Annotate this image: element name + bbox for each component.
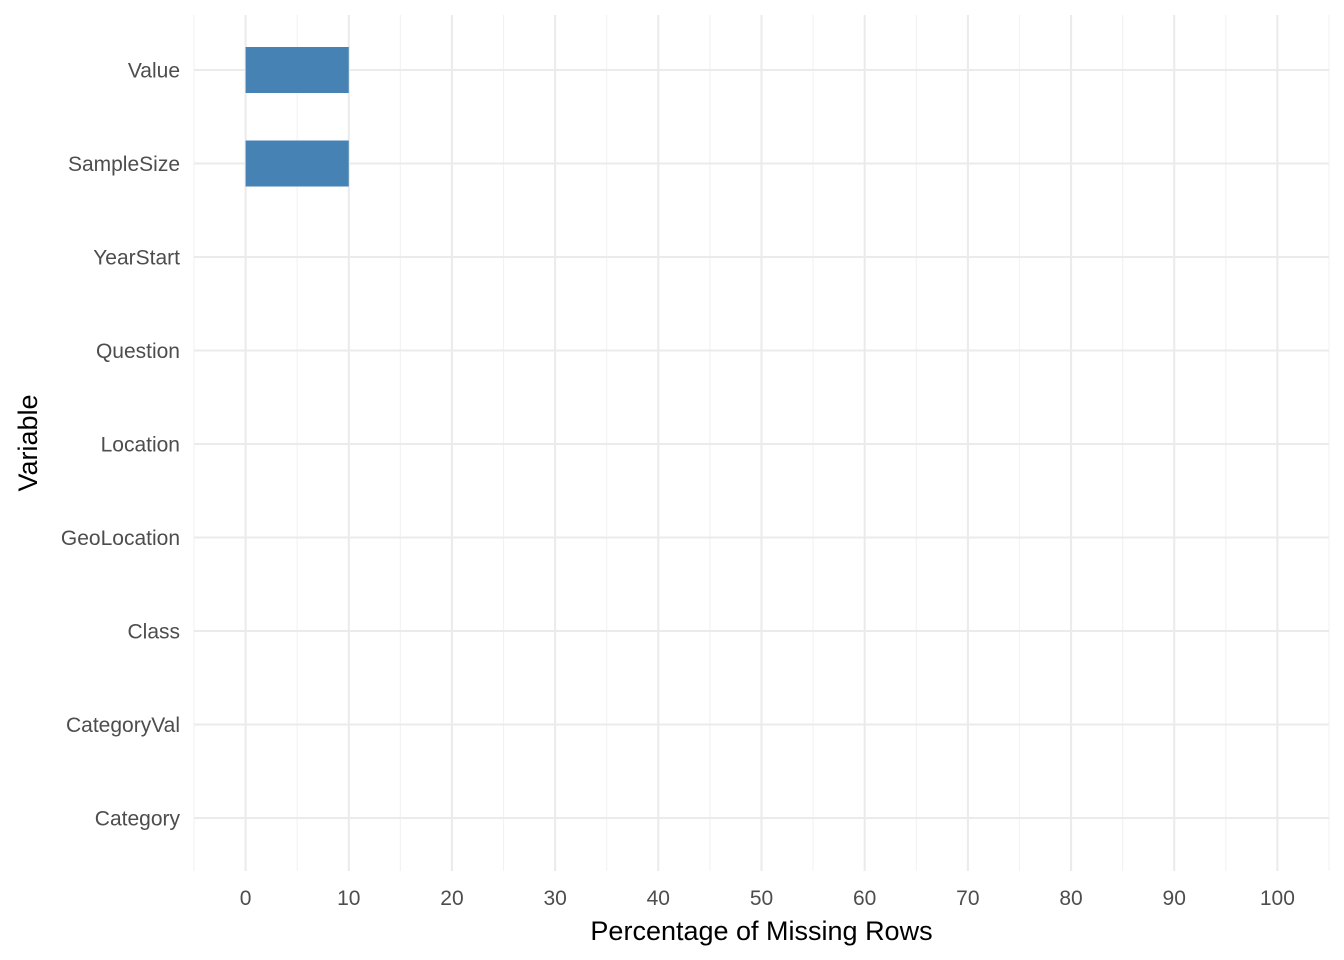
x-tick-label: 40: [647, 887, 670, 910]
x-tick-label: 20: [440, 887, 463, 910]
x-tick-label: 30: [543, 887, 566, 910]
bar-layer: [245, 47, 349, 187]
x-axis-title: Percentage of Missing Rows: [590, 916, 932, 946]
bar-samplesize: [245, 140, 349, 187]
y-tick-label: Category: [95, 808, 181, 831]
label-layer: 0 10 20 30 40 50 60 70 80 90 100 Value SampleSize Yea…: [61, 60, 1295, 911]
y-axis-title: Variable: [13, 394, 43, 491]
y-tick-label: Value: [128, 60, 180, 83]
y-tick-label: Location: [101, 434, 180, 457]
y-tick-label: CategoryVal: [66, 714, 180, 737]
bar-value: [245, 47, 349, 93]
x-tick-label: 0: [240, 887, 252, 910]
x-tick-label: 80: [1059, 887, 1082, 910]
grid-layer: [193, 15, 1330, 871]
y-tick-label: YearStart: [93, 247, 180, 270]
x-tick-label: 60: [853, 887, 876, 910]
y-tick-label: Question: [96, 340, 180, 363]
y-tick-label: SampleSize: [68, 153, 180, 176]
x-tick-label: 10: [337, 887, 360, 910]
x-tick-label: 90: [1163, 887, 1186, 910]
x-tick-label: 100: [1260, 887, 1295, 910]
x-tick-label: 50: [750, 887, 773, 910]
x-tick-label: 70: [956, 887, 979, 910]
y-tick-label: GeoLocation: [61, 527, 180, 550]
y-tick-label: Class: [127, 621, 180, 644]
